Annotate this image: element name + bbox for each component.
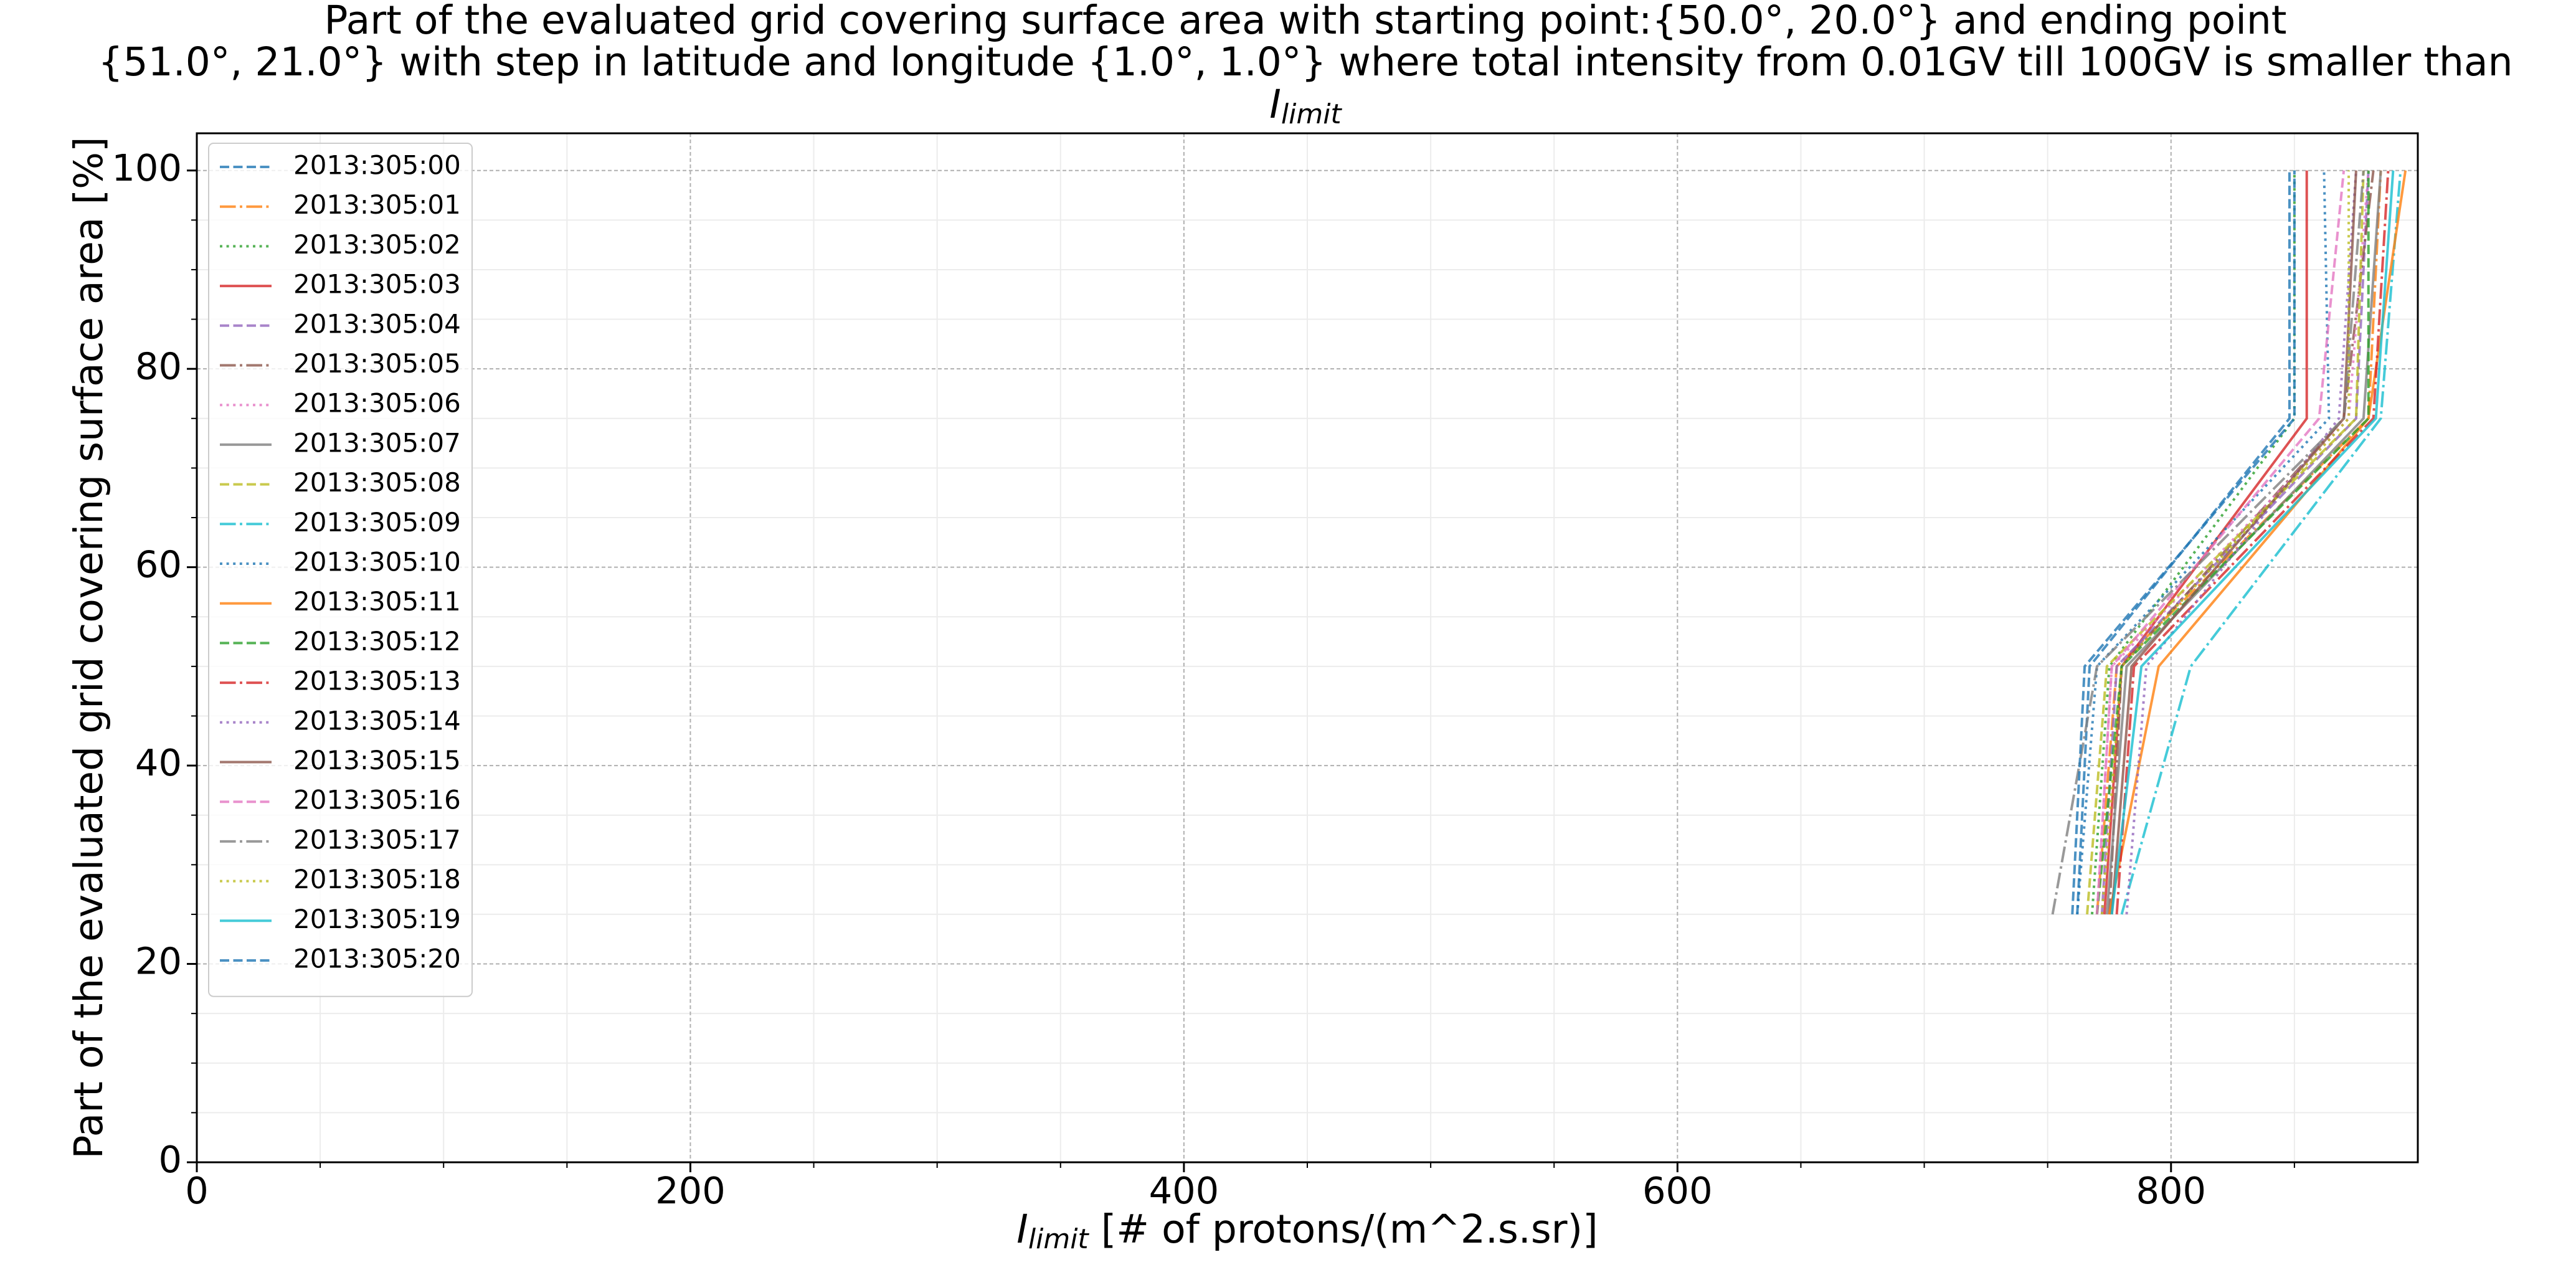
x-tick-label: 200 (655, 1169, 726, 1212)
legend-label: 2013:305:00 (293, 150, 461, 181)
legend-label: 2013:305:09 (293, 507, 461, 538)
series-line (2086, 170, 2365, 915)
series-line (2095, 170, 2370, 915)
series-line (2051, 170, 2365, 915)
legend-label: 2013:305:08 (293, 467, 461, 498)
legend-label: 2013:305:16 (293, 785, 461, 815)
symbol-sub: limit (1281, 98, 1343, 130)
legend-label: 2013:305:06 (293, 388, 461, 419)
series-line (2071, 170, 2296, 915)
chart-title: {51.0°, 21.0°} with step in latitude and… (98, 39, 2512, 85)
series-line (2125, 170, 2357, 915)
legend-label: 2013:305:10 (293, 547, 461, 577)
x-tick-label: 0 (185, 1169, 209, 1212)
plot-frame (196, 132, 2419, 1164)
legend-label: 2013:305:02 (293, 229, 461, 260)
y-tick-label: 60 (135, 543, 182, 586)
series-line (2095, 170, 2382, 915)
series-line (2108, 170, 2407, 915)
y-axis-label: Part of the evaluated grid covering surf… (66, 136, 111, 1159)
series-line (2120, 170, 2402, 915)
legend-label: 2013:305:01 (293, 189, 461, 220)
chart-title: Part of the evaluated grid covering surf… (324, 0, 2287, 43)
legend-label: 2013:305:14 (293, 705, 461, 736)
legend-label: 2013:305:07 (293, 427, 461, 458)
legend-label: 2013:305:03 (293, 269, 461, 300)
legend-label: 2013:305:20 (293, 944, 461, 974)
symbol: I (1016, 1207, 1028, 1252)
x-tick-label: 600 (1642, 1169, 1713, 1212)
y-tick-label: 20 (135, 940, 182, 983)
legend-label: 2013:305:04 (293, 308, 461, 339)
y-tick-label: 0 (158, 1138, 182, 1181)
legend-label: 2013:305:11 (293, 586, 461, 617)
y-tick-label: 80 (135, 344, 182, 387)
series-line (2095, 170, 2346, 915)
x-axis-label: Ilimit [# of protons/(m^2.s.sr)] (1016, 1207, 1598, 1255)
symbol-sub: limit (1028, 1223, 1090, 1255)
series-line (2103, 170, 2308, 915)
symbol: I (1269, 82, 1281, 127)
y-tick-label: 40 (135, 741, 182, 784)
series-line (2110, 170, 2395, 915)
legend-label: 2013:305:15 (293, 745, 461, 775)
legend-box (208, 143, 473, 997)
legend-label: 2013:305:13 (293, 666, 461, 696)
legend-label: 2013:305:05 (293, 348, 461, 379)
legend-label: 2013:305:18 (293, 864, 461, 894)
legend-label: 2013:305:19 (293, 904, 461, 934)
series-line (2100, 170, 2351, 915)
chart-title-symbol: Ilimit (1269, 82, 1342, 130)
x-tick-label: 800 (2136, 1169, 2206, 1212)
label-text: [# of protons/(m^2.s.sr)] (1089, 1207, 1598, 1252)
y-tick-label: 100 (111, 146, 182, 189)
legend-label: 2013:305:12 (293, 626, 461, 657)
x-tick-label: 400 (1149, 1169, 1219, 1212)
legend-label: 2013:305:17 (293, 824, 461, 855)
series-line (2115, 170, 2390, 915)
series-line (2095, 170, 2370, 915)
